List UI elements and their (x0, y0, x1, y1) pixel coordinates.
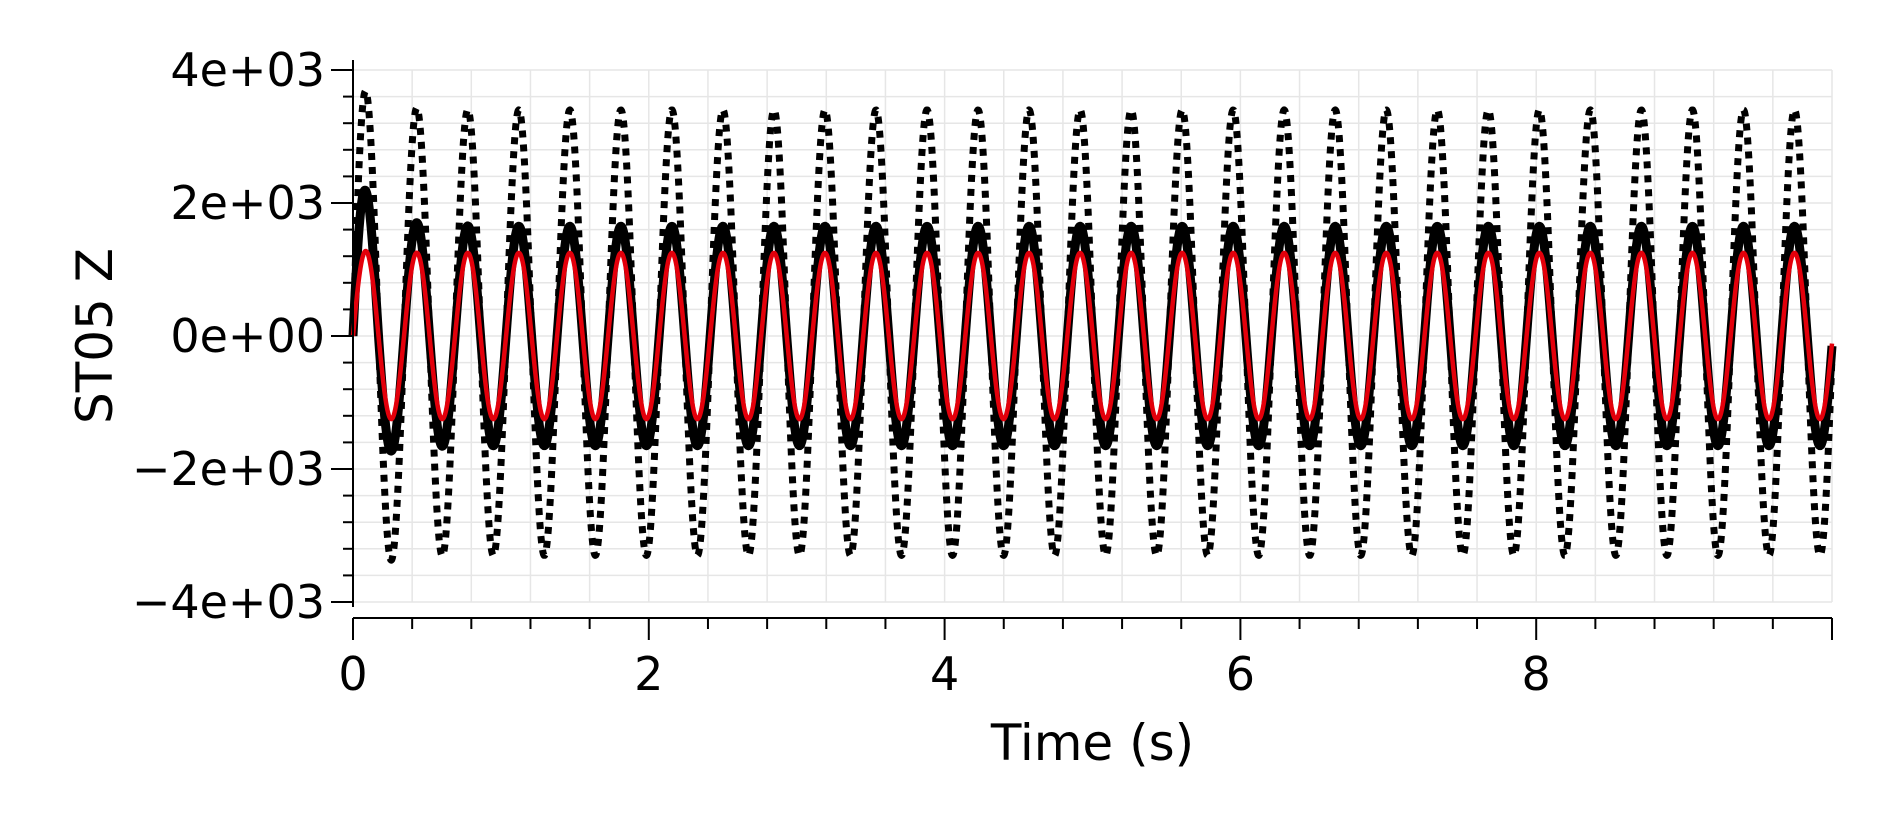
x-tick-label: 0 (338, 647, 367, 701)
x-tick-label: 2 (634, 647, 663, 701)
x-tick-label: 8 (1522, 647, 1551, 701)
y-tick-label: 0e+00 (170, 309, 325, 363)
series-line-3 (350, 248, 1835, 422)
x-axis-title: Time (s) (990, 714, 1194, 772)
y-tick-label: −2e+03 (132, 442, 325, 496)
y-axis-title: ST05 Z (66, 248, 124, 424)
y-tick-label: 2e+03 (170, 176, 325, 230)
axes (331, 60, 1833, 640)
tick-labels: 4e+03 2e+03 0e+00 −2e+03 −4e+030 2 4 6 8 (132, 43, 1551, 701)
y-tick-label: 4e+03 (170, 43, 325, 97)
y-tick-label: −4e+03 (132, 575, 325, 629)
series-layer (348, 87, 1837, 564)
x-tick-label: 4 (930, 647, 959, 701)
x-tick-label: 6 (1226, 647, 1255, 701)
